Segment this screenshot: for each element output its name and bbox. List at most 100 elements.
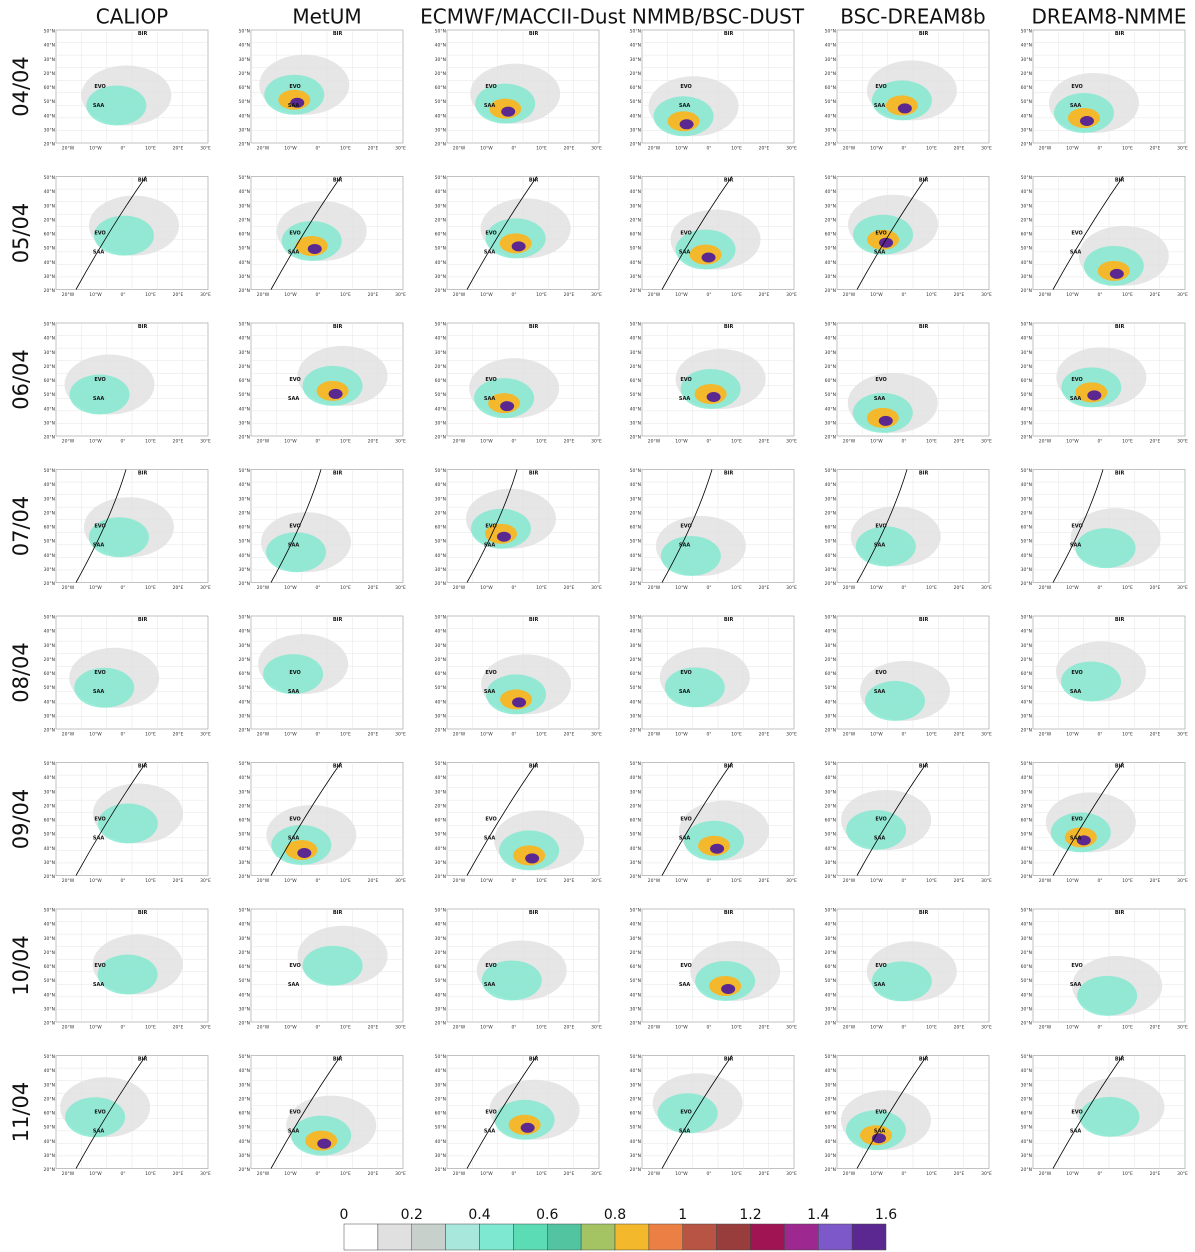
x-tick-label: 10°E [536,1171,547,1177]
colorbar-bin [377,1223,412,1251]
station-label: BIR [529,617,539,623]
map-panel: 20°W 10°W 0° 10°E 20°E 30°E 50°N 40°N 30°N 20°N 60… [435,468,602,591]
x-tick-label: 20°W [453,732,466,738]
y-tick-label: 20°N [239,803,250,809]
satellite-track [1052,762,1124,876]
x-tick-label: 30°E [786,146,797,152]
y-tick-label: 50°N [435,468,446,474]
y-tick-label: 20°N [44,217,55,223]
plume [865,680,926,721]
y-tick-label: 20°N [630,510,641,516]
x-tick-label: 20°E [564,1025,575,1031]
x-tick-label: 30°E [1177,585,1188,591]
y-tick-label: 40°N [1021,113,1032,119]
station-label: BIR [919,910,929,916]
station-label: EVO [289,1110,300,1116]
y-tick-label: 30°N [825,713,836,719]
x-tick-label: 20°W [1039,878,1052,884]
station-label: SAA [484,1129,495,1135]
y-tick-label: 30°N [630,860,641,866]
y-tick-label: 60°N [630,232,641,238]
x-tick-label: 0° [120,878,125,884]
plume [660,535,721,576]
x-tick-label: 20°E [954,146,965,152]
x-tick-label: 20°W [62,292,75,298]
station-label: SAA [679,396,690,402]
x-tick-label: 10°W [284,439,297,445]
y-tick-label: 40°N [239,922,250,928]
x-tick-label: 10°E [340,1025,351,1031]
y-tick-label: 60°N [630,378,641,384]
column-title: NMMB/BSC-DUST [632,5,805,29]
y-tick-label: 20°N [44,803,55,809]
x-tick-label: 10°W [480,292,493,298]
station-label: BIR [333,910,343,916]
y-tick-label: 30°N [435,936,446,942]
column-title: ECMWF/MACCII-Dust [420,5,626,29]
y-tick-label: 30°N [1021,1153,1032,1159]
x-tick-label: 20°E [1150,585,1161,591]
y-tick-label: 30°N [630,57,641,63]
y-tick-label: 50°N [239,615,250,621]
x-tick-label: 10°W [1066,585,1079,591]
y-tick-label: 20°N [1021,874,1032,880]
station-label: SAA [484,982,495,988]
x-tick-label: 10°E [731,1025,742,1031]
station-label: BIR [333,763,343,769]
x-tick-label: 30°E [591,1025,602,1031]
y-tick-label: 40°N [630,992,641,998]
y-tick-label: 20°N [435,288,446,294]
plume [69,374,130,415]
x-tick-label: 10°W [480,732,493,738]
station-label: SAA [874,396,885,402]
x-tick-label: 10°W [284,732,297,738]
map-panel: 20°W 10°W 0° 10°E 20°E 30°E 50°N 40°N 30°N 20°N 60… [44,468,211,591]
station-label: BIR [333,617,343,623]
y-tick-label: 30°N [44,127,55,133]
station-label: BIR [529,324,539,330]
y-tick-label: 50°N [1021,685,1032,691]
y-tick-label: 40°N [1021,482,1032,488]
y-tick-label: 40°N [825,113,836,119]
satellite-track [1052,1055,1124,1169]
colorbar-tick-label: 0.8 [604,1207,626,1223]
y-tick-label: 50°N [435,322,446,328]
y-tick-label: 20°N [825,803,836,809]
x-tick-label: 20°W [62,146,75,152]
y-tick-label: 30°N [44,496,55,502]
x-tick-label: 0° [706,439,711,445]
x-tick-label: 10°E [926,146,937,152]
y-tick-label: 40°N [239,775,250,781]
y-tick-label: 20°N [435,728,446,734]
y-tick-label: 60°N [1021,671,1032,677]
y-tick-label: 30°N [44,936,55,942]
y-tick-label: 40°N [435,846,446,852]
station-label: BIR [1115,31,1125,37]
y-tick-label: 40°N [630,1068,641,1074]
x-tick-label: 20°E [368,585,379,591]
y-tick-label: 60°N [630,818,641,824]
x-tick-label: 10°E [145,146,156,152]
y-tick-label: 50°N [630,29,641,35]
x-tick-label: 0° [1097,1025,1102,1031]
y-tick-label: 20°N [825,874,836,880]
y-tick-label: 30°N [630,1006,641,1012]
x-tick-label: 10°E [926,732,937,738]
plume [512,697,527,708]
station-label: BIR [138,470,148,476]
map-panel: 20°W 10°W 0° 10°E 20°E 30°E 50°N 40°N 30°N 20°N 60… [44,29,211,152]
x-tick-label: 0° [706,585,711,591]
y-tick-label: 20°N [1021,657,1032,663]
x-tick-label: 0° [511,146,516,152]
x-tick-label: 30°E [786,1171,797,1177]
plume [520,1122,535,1133]
plume [328,388,343,399]
station-label: BIR [529,763,539,769]
y-tick-label: 40°N [44,992,55,998]
station-label: BIR [529,470,539,476]
station-label: EVO [94,1110,105,1116]
x-tick-label: 10°E [731,732,742,738]
y-tick-label: 50°N [44,539,55,545]
y-tick-label: 60°N [825,378,836,384]
